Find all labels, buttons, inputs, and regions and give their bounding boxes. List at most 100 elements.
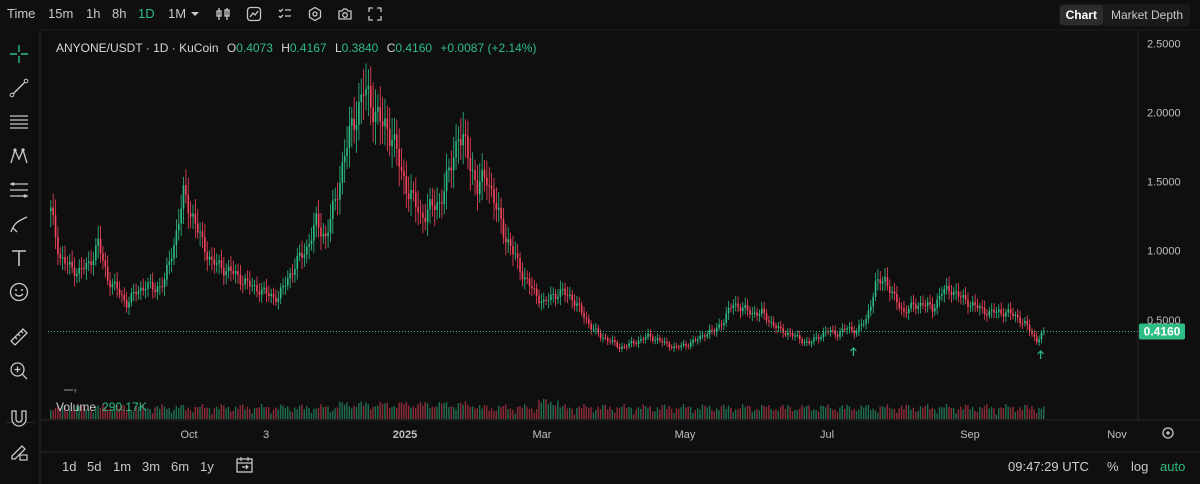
candle-body	[810, 341, 813, 344]
interval-15m[interactable]: 15m	[48, 6, 74, 21]
symbol-label[interactable]: ANYONE/USDT · 1D · KuCoin	[56, 41, 219, 55]
volume-bar	[694, 409, 697, 419]
range-3m[interactable]: 3m	[142, 459, 161, 474]
volume-bar	[955, 413, 957, 419]
zoom-in-icon[interactable]	[8, 360, 30, 382]
volume-bar	[578, 406, 580, 419]
volume-bar	[725, 408, 727, 419]
camera-icon[interactable]	[337, 6, 353, 22]
lock-pencil-icon[interactable]	[8, 441, 30, 463]
last-price-tag	[1139, 323, 1185, 340]
candle-body	[682, 343, 685, 346]
candle-body	[957, 291, 960, 297]
volume-bar	[877, 412, 879, 419]
candle-body	[438, 202, 441, 204]
volume-bar	[810, 410, 813, 419]
candle-body	[971, 302, 974, 306]
settings-hex-icon[interactable]	[307, 6, 323, 22]
trend-line-icon[interactable]	[8, 77, 30, 99]
candle-body	[232, 270, 235, 274]
candle-body	[1000, 309, 1002, 314]
candle-body	[896, 294, 898, 303]
candle-body	[80, 267, 83, 269]
magnet-icon[interactable]	[8, 407, 30, 429]
interval-8h[interactable]: 8h	[112, 6, 127, 21]
horizontal-lines-icon[interactable]	[8, 111, 30, 133]
auto-toggle[interactable]: auto	[1160, 459, 1186, 474]
candle-body	[218, 260, 220, 264]
candle-body	[116, 281, 118, 289]
candle-body	[540, 301, 543, 304]
volume-bar	[313, 408, 315, 419]
candle-body	[159, 286, 161, 288]
indicators-list-icon[interactable]	[277, 6, 293, 22]
candle-body	[744, 305, 747, 308]
text-tool-icon[interactable]	[8, 247, 30, 269]
volume-bar	[118, 408, 121, 419]
axis-settings-gear-icon[interactable]	[1162, 427, 1174, 439]
volume-bar	[647, 407, 649, 419]
range-6m[interactable]: 6m	[171, 459, 190, 474]
volume-bar	[623, 404, 625, 419]
candle-body	[872, 296, 874, 307]
candle-body	[678, 346, 680, 348]
candle-body	[528, 278, 531, 286]
volume-bar	[550, 401, 552, 419]
log-toggle[interactable]: log	[1131, 459, 1149, 474]
chart-type-icon[interactable]	[246, 6, 262, 22]
brush-icon[interactable]	[8, 213, 30, 235]
fib-retracement-icon[interactable]	[8, 179, 30, 201]
candle-body	[715, 327, 718, 332]
range-1y[interactable]: 1y	[200, 459, 214, 474]
candle-body	[369, 85, 372, 108]
volume-bar	[711, 410, 713, 419]
y-tick-label: 2.0000	[1147, 107, 1181, 119]
percent-toggle[interactable]: %	[1107, 459, 1119, 474]
candle-body	[867, 310, 870, 320]
interval-1d[interactable]: 1D	[138, 6, 155, 21]
candle-body	[170, 258, 173, 262]
ruler-icon[interactable]	[8, 326, 30, 348]
range-5d[interactable]: 5d	[87, 459, 102, 474]
interval-1m-dropdown[interactable]: 1M	[168, 6, 187, 21]
volume-bar	[339, 401, 341, 419]
tab-chart[interactable]: Chart	[1059, 5, 1103, 25]
candle-body	[661, 340, 664, 343]
crosshair-icon[interactable]	[8, 43, 30, 65]
volume-bar	[296, 409, 298, 419]
candle-body	[298, 252, 301, 256]
candle-body	[673, 346, 675, 349]
tab-market-depth[interactable]: Market Depth	[1110, 8, 1183, 22]
candle-body	[270, 293, 273, 296]
volume-bar	[779, 406, 782, 419]
range-1m[interactable]: 1m	[113, 459, 132, 474]
fullscreen-icon[interactable]	[367, 6, 383, 22]
date-range-icon[interactable]	[235, 456, 255, 474]
candle-body	[704, 335, 706, 337]
volume-bar	[775, 409, 777, 419]
range-1d[interactable]: 1d	[62, 459, 77, 474]
utc-clock[interactable]: 09:47:29 UTC	[1008, 459, 1089, 474]
candle-body	[436, 202, 438, 211]
candle-body	[175, 230, 178, 246]
volume-bar	[59, 408, 61, 419]
interval-1h[interactable]: 1h	[86, 6, 101, 21]
candle-body	[161, 286, 163, 288]
volume-bar	[187, 407, 189, 419]
low-value: 0.3840	[341, 41, 379, 55]
candle-body	[128, 302, 130, 308]
volume-bar	[173, 409, 175, 419]
candle-body	[926, 302, 929, 306]
emoji-icon[interactable]	[8, 281, 30, 303]
candle-body	[720, 324, 723, 326]
time-button[interactable]: Time	[7, 6, 36, 21]
indicator-candles-icon[interactable]	[215, 6, 231, 22]
volume-bar	[353, 405, 355, 419]
candle-body	[294, 269, 296, 275]
volume-bar	[469, 406, 471, 419]
chevron-down-icon[interactable]	[190, 10, 200, 18]
pattern-icon[interactable]	[8, 145, 30, 167]
volume-bar	[938, 407, 941, 419]
volume-bar	[85, 409, 87, 419]
